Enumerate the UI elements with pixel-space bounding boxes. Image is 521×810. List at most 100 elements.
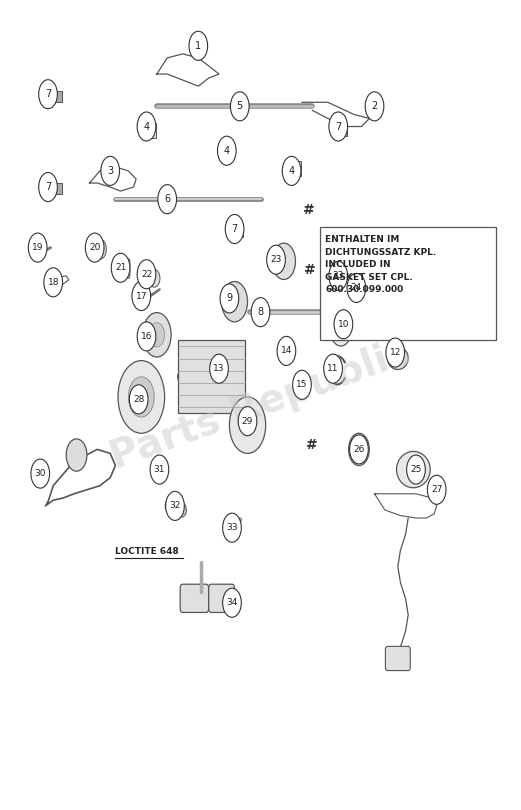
Text: 29: 29 [242, 416, 253, 425]
Circle shape [238, 407, 257, 436]
Text: 26: 26 [353, 445, 365, 454]
Text: LOCTITE 648: LOCTITE 648 [115, 548, 179, 556]
Ellipse shape [272, 243, 295, 279]
Ellipse shape [177, 503, 187, 518]
Circle shape [331, 293, 336, 301]
Text: 19: 19 [32, 243, 43, 252]
FancyBboxPatch shape [225, 143, 234, 158]
Circle shape [345, 293, 351, 301]
Circle shape [44, 268, 63, 296]
Circle shape [166, 492, 184, 521]
Circle shape [351, 262, 356, 271]
FancyBboxPatch shape [180, 584, 209, 612]
Circle shape [282, 156, 301, 185]
FancyBboxPatch shape [209, 584, 234, 612]
Circle shape [230, 92, 249, 121]
Circle shape [338, 251, 343, 259]
FancyBboxPatch shape [231, 226, 243, 237]
Ellipse shape [349, 433, 369, 466]
Circle shape [353, 274, 358, 282]
Circle shape [326, 285, 331, 292]
Text: 7: 7 [45, 89, 51, 99]
Text: 14: 14 [281, 347, 292, 356]
Circle shape [345, 254, 351, 262]
Ellipse shape [149, 322, 165, 347]
Circle shape [386, 338, 405, 367]
Circle shape [158, 185, 177, 214]
Ellipse shape [66, 439, 87, 471]
Ellipse shape [329, 305, 353, 346]
Text: 10: 10 [338, 320, 349, 329]
Ellipse shape [118, 360, 165, 433]
FancyBboxPatch shape [147, 123, 156, 138]
Ellipse shape [388, 347, 408, 369]
Circle shape [326, 262, 331, 271]
Ellipse shape [128, 377, 154, 417]
Circle shape [39, 79, 57, 109]
Circle shape [267, 245, 286, 275]
Text: 20: 20 [89, 243, 101, 252]
Text: 7: 7 [45, 182, 51, 192]
Circle shape [220, 284, 239, 313]
Circle shape [222, 588, 241, 617]
Text: 11: 11 [327, 364, 339, 373]
Ellipse shape [143, 313, 171, 357]
Circle shape [329, 262, 348, 290]
Circle shape [222, 514, 241, 542]
Text: 24: 24 [351, 284, 362, 292]
Ellipse shape [178, 362, 245, 391]
Text: 4: 4 [289, 166, 295, 176]
Text: 2: 2 [371, 101, 378, 111]
Circle shape [210, 354, 228, 383]
Circle shape [217, 136, 236, 165]
Text: 7: 7 [231, 224, 238, 234]
FancyBboxPatch shape [50, 183, 61, 194]
Circle shape [28, 233, 47, 262]
Circle shape [406, 455, 425, 484]
Text: 18: 18 [47, 278, 59, 287]
Text: 25: 25 [410, 465, 421, 474]
Text: #: # [304, 263, 316, 277]
Text: 15: 15 [296, 381, 308, 390]
Text: 12: 12 [390, 348, 401, 357]
Circle shape [137, 112, 156, 141]
Text: 33: 33 [226, 523, 238, 532]
Text: 34: 34 [226, 599, 238, 608]
Circle shape [31, 459, 49, 488]
FancyBboxPatch shape [292, 161, 302, 176]
Circle shape [225, 215, 244, 244]
Ellipse shape [221, 282, 247, 322]
Circle shape [132, 282, 151, 310]
Circle shape [331, 254, 336, 262]
Ellipse shape [229, 397, 266, 454]
Text: 6: 6 [164, 194, 170, 204]
Text: 23: 23 [332, 271, 344, 280]
Circle shape [85, 233, 104, 262]
Circle shape [347, 274, 366, 302]
Ellipse shape [148, 270, 160, 288]
Text: 22: 22 [141, 270, 152, 279]
Text: #: # [306, 438, 318, 452]
FancyBboxPatch shape [50, 91, 61, 102]
Ellipse shape [93, 239, 106, 259]
FancyBboxPatch shape [114, 259, 130, 279]
Circle shape [329, 112, 348, 141]
FancyBboxPatch shape [335, 125, 346, 136]
Circle shape [137, 260, 156, 288]
Text: 8: 8 [257, 307, 264, 318]
Text: ENTHALTEN IM
DICHTUNGSSATZ KPL.
INCLUDED IN
GASKET SET CPL.
600.30.099.000: ENTHALTEN IM DICHTUNGSSATZ KPL. INCLUDED… [325, 236, 437, 295]
Circle shape [137, 322, 156, 351]
Circle shape [350, 435, 368, 464]
Text: 4: 4 [143, 122, 150, 131]
Circle shape [427, 475, 446, 505]
Circle shape [251, 297, 270, 326]
Text: 32: 32 [169, 501, 181, 510]
Circle shape [129, 385, 148, 414]
FancyBboxPatch shape [178, 340, 245, 413]
Text: 4: 4 [224, 146, 230, 156]
Text: 9: 9 [226, 293, 232, 304]
Text: 5: 5 [237, 101, 243, 111]
Text: 31: 31 [154, 465, 165, 474]
Text: 16: 16 [141, 332, 152, 341]
Circle shape [150, 455, 169, 484]
